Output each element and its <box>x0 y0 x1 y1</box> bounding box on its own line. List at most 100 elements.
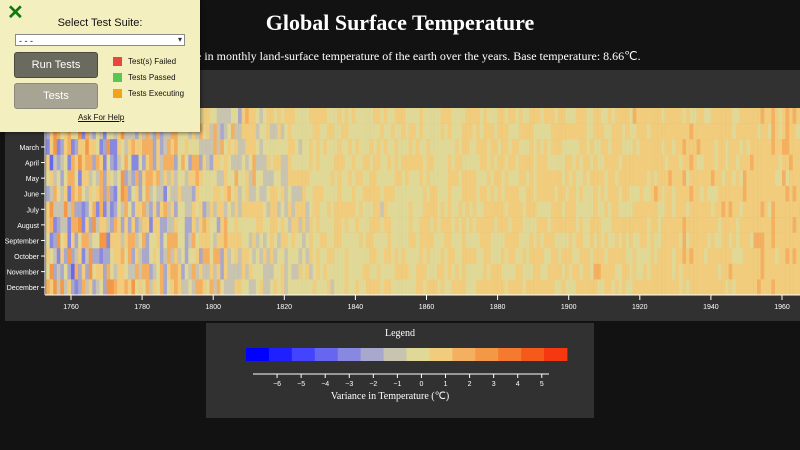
heatmap-cell <box>725 108 729 124</box>
heatmap-cell <box>664 263 669 280</box>
heatmap-cell <box>92 170 97 187</box>
heatmap-cell <box>654 201 658 218</box>
heatmap-cell <box>746 108 751 124</box>
heatmap-cell <box>664 185 669 202</box>
heatmap-cell <box>700 263 705 280</box>
heatmap-cell <box>198 185 203 202</box>
close-icon[interactable]: ✕ <box>7 2 24 24</box>
heatmap-cell <box>479 123 484 140</box>
heatmap-cell <box>440 201 445 218</box>
heatmap-cell <box>518 170 523 187</box>
heatmap-cell <box>170 185 175 202</box>
heatmap-cell <box>785 139 790 156</box>
x-tick-label: 1940 <box>703 304 719 311</box>
heatmap-cell <box>700 123 705 140</box>
heatmap-cell <box>294 154 299 171</box>
heatmap-cell <box>707 232 712 249</box>
heatmap-cell <box>789 217 793 233</box>
heatmap-cell <box>714 232 719 249</box>
heatmap-cell <box>486 263 491 280</box>
heatmap-cell <box>497 263 502 280</box>
heatmap-cell <box>319 263 324 280</box>
heatmap-cell <box>654 170 658 187</box>
heatmap-cell <box>629 139 633 156</box>
heatmap-cell <box>682 201 687 218</box>
heatmap-cell <box>693 108 697 124</box>
heatmap-cell <box>540 139 545 156</box>
heatmap-cell <box>494 263 498 280</box>
heatmap-cell <box>526 185 530 202</box>
heatmap-cell <box>725 263 729 280</box>
heatmap-cell <box>579 154 584 171</box>
heatmap-cell <box>188 248 193 265</box>
heatmap-cell <box>227 139 232 156</box>
heatmap-cell <box>216 154 221 171</box>
heatmap-cell <box>682 232 687 249</box>
heatmap-cell <box>422 185 427 202</box>
heatmap-cell <box>458 139 463 156</box>
heatmap-cell <box>280 185 285 202</box>
heatmap-cell <box>735 248 740 265</box>
heatmap-cell <box>597 248 601 265</box>
ask-for-help-link[interactable]: Ask For Help <box>78 113 125 122</box>
heatmap-cell <box>444 123 449 140</box>
heatmap-cell <box>686 139 690 156</box>
heatmap-cell <box>74 232 79 249</box>
test-suite-select[interactable]: - - - ▾ <box>15 34 185 46</box>
heatmap-cell <box>74 201 79 218</box>
heatmap-cell <box>753 185 758 202</box>
heatmap-cell <box>234 185 239 202</box>
heatmap-cell <box>785 217 790 233</box>
heatmap-cell <box>661 201 665 218</box>
heatmap-cell <box>422 232 427 249</box>
heatmap-cell <box>508 185 513 202</box>
heatmap-cell <box>174 232 178 249</box>
heatmap-cell <box>430 279 434 296</box>
heatmap-cell <box>252 201 257 218</box>
heatmap-cell <box>693 139 697 156</box>
heatmap-cell <box>718 123 722 140</box>
heatmap-cell <box>433 217 438 233</box>
heatmap-cell <box>611 263 616 280</box>
heatmap-cell <box>700 217 705 233</box>
heatmap-cell <box>188 279 193 296</box>
heatmap-cell <box>60 217 65 233</box>
heatmap-cell <box>757 201 761 218</box>
heatmap-cell <box>103 263 107 280</box>
heatmap-cell <box>639 232 644 249</box>
heatmap-cell <box>742 108 747 124</box>
run-tests-button[interactable]: Run Tests <box>14 52 98 78</box>
heatmap-cell <box>650 170 655 187</box>
heatmap-cell <box>309 232 314 249</box>
heatmap-cell <box>636 217 641 233</box>
heatmap-cell <box>526 123 530 140</box>
heatmap-cell <box>661 248 665 265</box>
heatmap-cell <box>604 154 609 171</box>
y-tick-label: December <box>7 285 40 292</box>
heatmap-cell <box>316 217 321 233</box>
heatmap-cell <box>95 201 100 218</box>
heatmap-cell <box>646 232 651 249</box>
heatmap-cell <box>696 279 701 296</box>
heatmap-cell <box>209 170 214 187</box>
heatmap-cell <box>380 201 385 218</box>
heatmap-cell <box>661 232 665 249</box>
heatmap-cell <box>113 248 118 265</box>
heatmap-cell <box>568 170 573 187</box>
heatmap-cell <box>483 170 488 187</box>
heatmap-cell <box>390 279 395 296</box>
heatmap-cell <box>366 154 370 171</box>
heatmap-cell <box>291 201 296 218</box>
heatmap-cell <box>56 201 61 218</box>
heatmap-cell <box>415 139 420 156</box>
heatmap-cell <box>597 108 601 124</box>
heatmap-cell <box>465 139 470 156</box>
heatmap-cell <box>78 139 82 156</box>
heatmap-cell <box>206 170 210 187</box>
heatmap-cell <box>682 139 687 156</box>
heatmap-cell <box>117 201 122 218</box>
heatmap-cell <box>223 217 228 233</box>
tests-button[interactable]: Tests <box>14 83 98 109</box>
heatmap-cell <box>401 185 406 202</box>
heatmap-cell <box>504 217 509 233</box>
